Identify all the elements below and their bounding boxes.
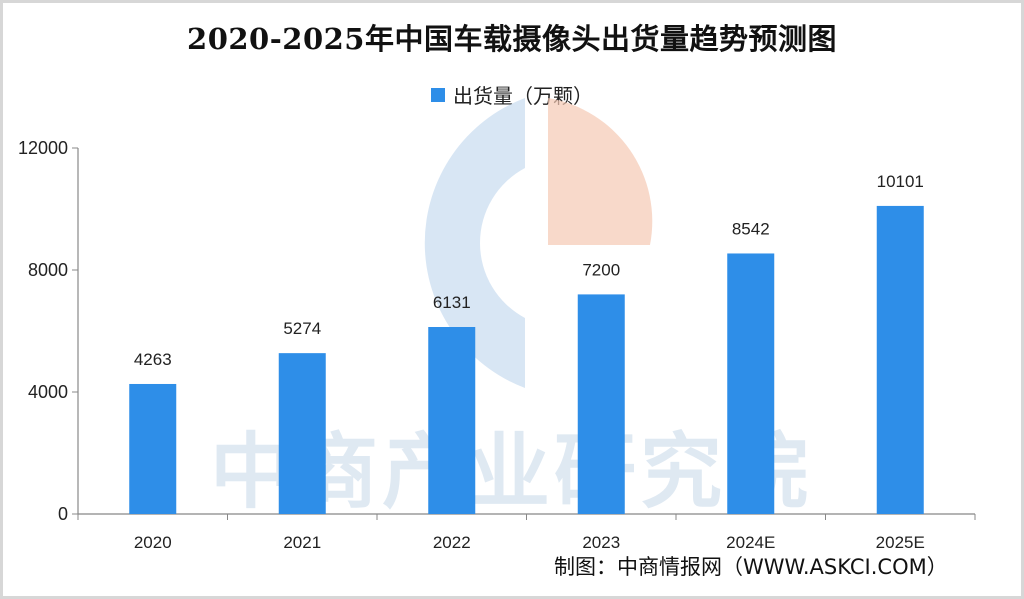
x-axis-ticks: 2020 2021 2022 2023 2024E 2025E xyxy=(77,514,976,552)
y-tick-label: 4000 xyxy=(28,382,68,402)
data-label-2023: 7200 xyxy=(582,260,620,279)
x-tick-label: 2021 xyxy=(283,533,321,552)
y-tick-label: 0 xyxy=(58,504,68,524)
bar-2023 xyxy=(577,294,625,514)
data-labels: 4263 5274 6131 7200 8542 10101 xyxy=(134,172,924,369)
x-tick-label: 2020 xyxy=(134,533,172,552)
bar-2021 xyxy=(278,353,326,514)
data-label-2024E: 8542 xyxy=(732,219,770,238)
watermark-logo-blue-arc xyxy=(424,98,525,388)
data-label-2022: 6131 xyxy=(433,293,471,312)
source-note: 制图：中商情报网（WWW.ASKCI.COM） xyxy=(554,555,948,579)
x-tick-label: 2022 xyxy=(433,533,471,552)
x-tick-label: 2024E xyxy=(726,533,775,552)
x-tick-label: 2025E xyxy=(876,533,925,552)
bar-2025E xyxy=(876,205,924,514)
chart-bars xyxy=(129,205,924,514)
data-label-2020: 4263 xyxy=(134,350,172,369)
watermark-logo-orange-arc xyxy=(548,98,653,245)
data-label-2021: 5274 xyxy=(283,319,321,338)
chart-title: 2020-2025年中国车载摄像头出货量趋势预测图 xyxy=(187,22,837,56)
bar-2020 xyxy=(129,383,177,514)
y-tick-label: 12000 xyxy=(18,138,68,158)
data-label-2025E: 10101 xyxy=(877,172,924,191)
bar-2022 xyxy=(428,327,476,514)
legend-swatch xyxy=(431,87,445,102)
y-tick-label: 8000 xyxy=(28,260,68,280)
x-tick-label: 2023 xyxy=(582,533,620,552)
bar-2024E xyxy=(727,253,775,514)
y-axis-ticks: 0 4000 8000 12000 xyxy=(18,138,78,524)
